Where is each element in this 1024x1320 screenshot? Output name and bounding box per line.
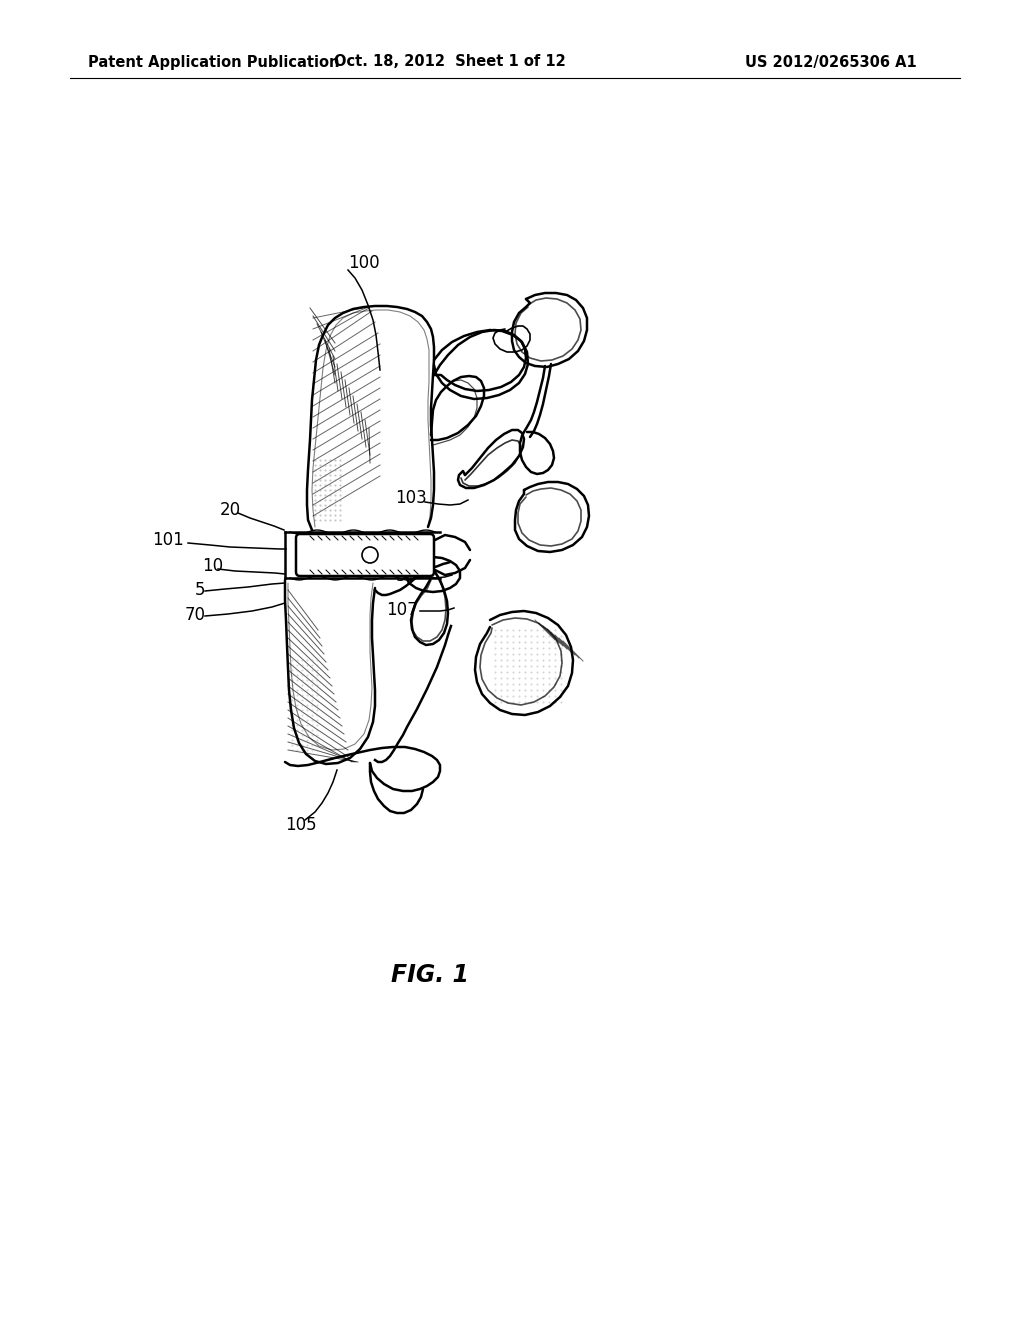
Text: 101: 101 [152,531,183,549]
Text: 5: 5 [195,581,206,599]
Text: US 2012/0265306 A1: US 2012/0265306 A1 [745,54,916,70]
Text: Patent Application Publication: Patent Application Publication [88,54,340,70]
Text: FIG. 1: FIG. 1 [391,964,469,987]
Text: 100: 100 [348,253,380,272]
Text: Oct. 18, 2012  Sheet 1 of 12: Oct. 18, 2012 Sheet 1 of 12 [334,54,566,70]
Text: 105: 105 [285,816,316,834]
FancyBboxPatch shape [296,535,434,576]
Text: 70: 70 [185,606,206,624]
Text: 103: 103 [395,488,427,507]
Text: 20: 20 [220,502,241,519]
Text: 10: 10 [202,557,223,576]
Text: 50: 50 [396,568,417,585]
Text: 107: 107 [386,601,418,619]
Circle shape [362,546,378,564]
